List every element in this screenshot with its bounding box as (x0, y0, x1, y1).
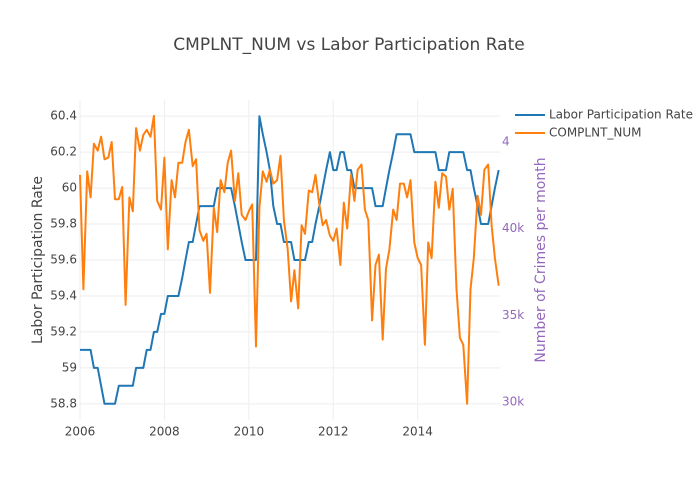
x-tick-label: 2014 (402, 425, 433, 439)
grid (79, 100, 500, 420)
legend-label: COMPLNT_NUM (549, 126, 642, 140)
y2-axis-title: Number of Crimes per month (533, 157, 549, 362)
chart-title: CMPLNT_NUM vs Labor Participation Rate (173, 35, 524, 55)
y2-tick-label: 40k (502, 221, 524, 235)
y-tick-label: 60 (62, 181, 77, 195)
x-tick-label: 2008 (149, 425, 180, 439)
y-tick-label: 59.6 (50, 253, 77, 267)
y-tick-label: 60.2 (50, 145, 77, 159)
y-tick-label: 59.4 (50, 288, 77, 302)
series-line (79, 114, 500, 405)
y-axis-title: Labor Participation Rate (30, 176, 46, 344)
legend-label: Labor Participation Rate (549, 108, 693, 122)
y-tick-label: 58.8 (50, 396, 77, 410)
y-tick-label: 60.4 (50, 109, 77, 123)
x-tick-label: 2010 (234, 425, 265, 439)
series-line (80, 115, 500, 405)
y-tick-label: 59.2 (50, 324, 77, 338)
x-tick-label: 2012 (318, 425, 349, 439)
x-tick-label: 2006 (65, 425, 96, 439)
y2-tick-label: 4 (502, 134, 510, 148)
y-tick-label: 59.8 (50, 217, 77, 231)
y2-tick-label: 30k (502, 394, 524, 408)
y-tick-label: 59 (62, 360, 77, 374)
y2-tick-label: 35k (502, 308, 524, 322)
